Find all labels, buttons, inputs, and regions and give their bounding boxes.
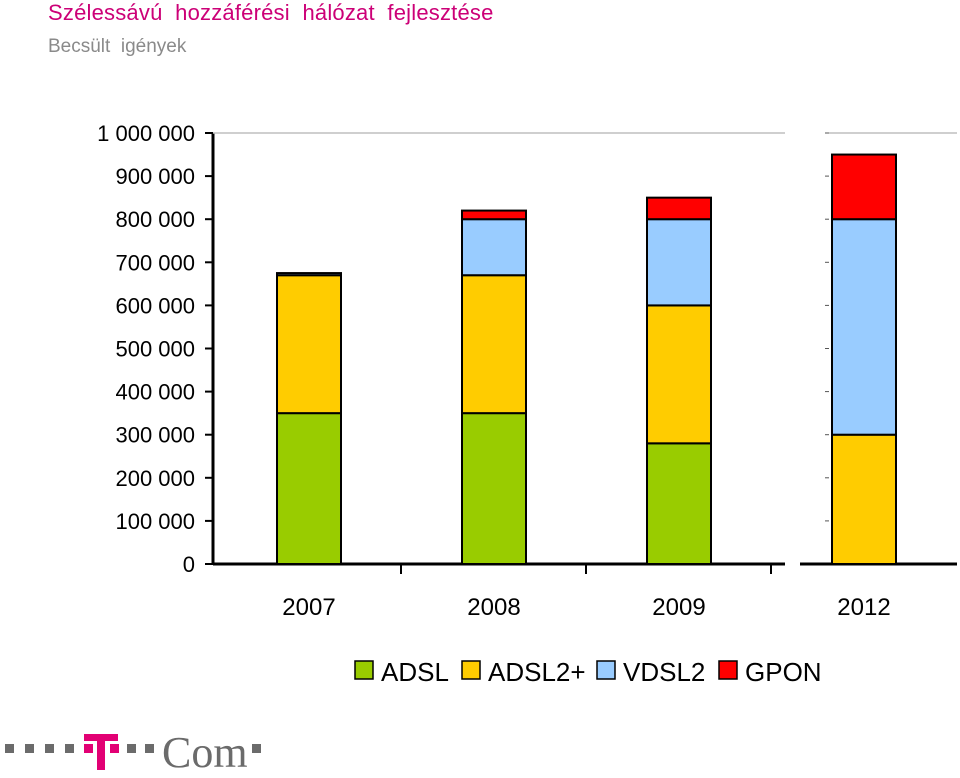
bar-segment-vdsl2-2012 [831, 218, 897, 436]
legend-label-adsl2-plus: ADSL2+ [488, 657, 586, 687]
logo-t-dot [110, 744, 119, 753]
bar-segment-vdsl2-2009 [646, 218, 712, 307]
legend-label-adsl: ADSL [381, 657, 449, 687]
y-tick-label: 400 000 [115, 380, 195, 405]
y-tick-label: 600 000 [115, 293, 195, 318]
bar-segment-vdsl2-2008 [461, 218, 527, 277]
logo-dot [252, 744, 261, 753]
legend-swatch-adsl2-plus [461, 660, 481, 680]
chart-title: Szélessávú hozzáférési hálózat fejleszté… [48, 0, 494, 25]
bar-segment-adsl-2007 [276, 412, 342, 565]
bar-segment-adsl2-plus-2007 [276, 274, 342, 415]
bar-segment-gpon-2008 [461, 209, 527, 221]
bar-segment-adsl2-plus-2012 [831, 433, 897, 566]
bar-segment-gpon-2012 [831, 153, 897, 221]
legend-swatch-adsl [354, 660, 374, 680]
logo-dot [5, 744, 14, 753]
y-tick-label: 800 000 [115, 207, 195, 232]
logo-dot [65, 744, 74, 753]
bar-segment-adsl-2009 [646, 442, 712, 566]
y-tick-label: 900 000 [115, 164, 195, 189]
x-category-label: 2009 [652, 594, 705, 621]
x-category-label: 2007 [282, 594, 335, 621]
y-tick-label: 1 000 000 [97, 121, 195, 146]
y-tick-label: 0 [183, 552, 195, 577]
legend-label-vdsl2: VDSL2 [623, 657, 705, 687]
legend-swatch-gpon [718, 660, 738, 680]
chart-subtitle: Becsült igények [48, 36, 187, 57]
bar-segment-adsl2-plus-2008 [461, 274, 527, 415]
y-tick-label: 700 000 [115, 250, 195, 275]
y-tick-label: 100 000 [115, 509, 195, 534]
logo-com-text: Com [162, 728, 248, 777]
logo-dot [25, 744, 34, 753]
logo-dot [127, 744, 136, 753]
y-tick-label: 500 000 [115, 337, 195, 362]
bar-segment-adsl-2008 [461, 412, 527, 565]
x-category-label: 2012 [837, 594, 890, 621]
logo-dot [145, 744, 154, 753]
bar-segment-gpon-2009 [646, 196, 712, 221]
logo-t-dot [84, 744, 93, 753]
bar-segment-vdsl2-2007 [276, 272, 342, 277]
legend-swatch-vdsl2 [596, 660, 616, 680]
tcom-logo: Com [5, 728, 261, 777]
bar-segment-adsl2-plus-2009 [646, 304, 712, 445]
legend-label-gpon: GPON [745, 657, 822, 687]
y-tick-label: 300 000 [115, 423, 195, 448]
y-tick-label: 200 000 [115, 466, 195, 491]
logo-t-stem [97, 734, 105, 770]
x-category-label: 2008 [467, 594, 520, 621]
logo-dot [45, 744, 54, 753]
